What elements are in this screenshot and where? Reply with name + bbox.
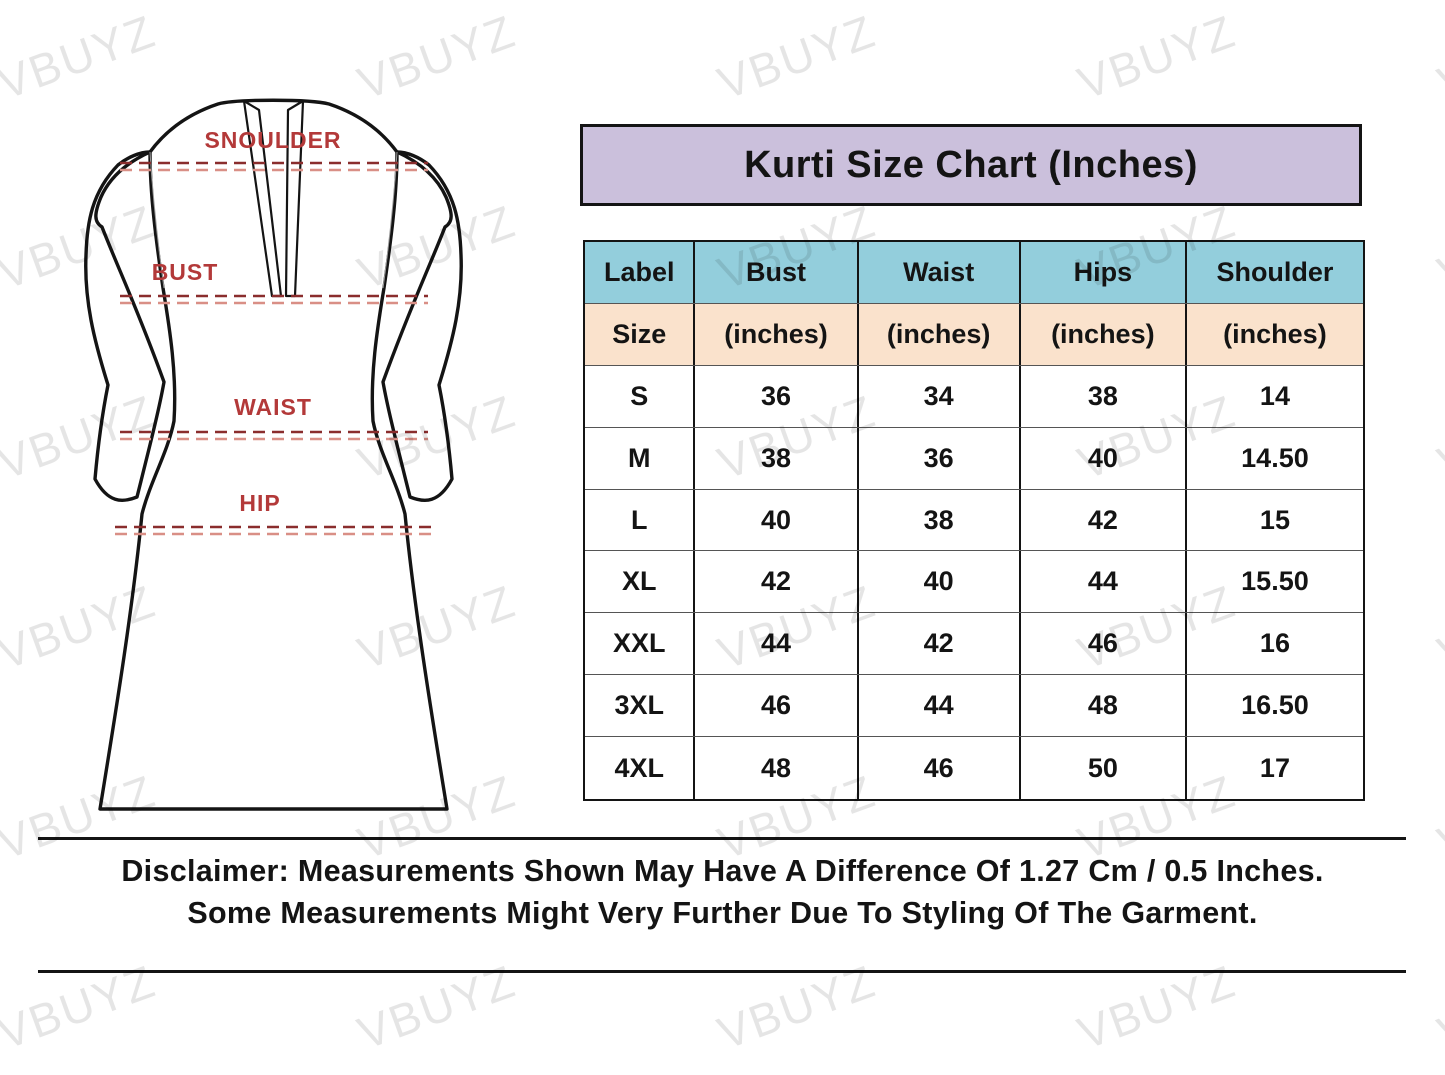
- svg-text:SNOULDER: SNOULDER: [204, 127, 341, 153]
- svg-text:BUST: BUST: [152, 259, 219, 285]
- svg-text:WAIST: WAIST: [234, 394, 312, 420]
- svg-text:HIP: HIP: [239, 490, 280, 516]
